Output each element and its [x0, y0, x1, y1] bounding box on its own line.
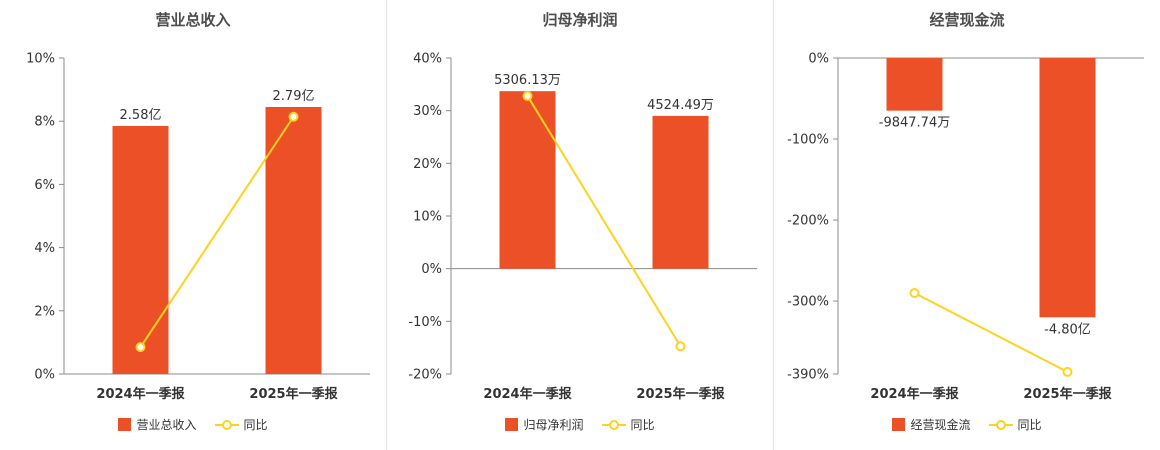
y-tick-label: 4%: [34, 241, 55, 256]
legend-label-net-profit: 归母净利润: [523, 418, 584, 432]
category-label: 2025年一季报: [1023, 386, 1112, 402]
bar: [499, 91, 556, 269]
category-label: 2024年一季报: [96, 386, 185, 402]
bar-value-label: -4.80亿: [1044, 322, 1091, 337]
category-label: 2024年一季报: [483, 386, 572, 402]
net-profit-chart: -20% -10% 0% 10% 20% 30% 40% 5306.13万 4524.49万 20…: [408, 52, 757, 402]
chart-title-net-profit: 归母净利润: [542, 11, 618, 29]
cash-flow-chart: 0% -100% -200% -300% -390% -9847.74万 -4.80亿 202…: [787, 52, 1144, 402]
legend-revenue: 营业总收入 同比: [118, 416, 268, 433]
y-tick-label: 0%: [808, 52, 829, 67]
yoy-point: [288, 111, 299, 122]
yoy-point: [675, 341, 686, 352]
y-tick-label: 2%: [34, 304, 55, 319]
legend-item-cash-flow-yoy[interactable]: 同比: [988, 416, 1042, 433]
yoy-point: [909, 287, 920, 298]
legend-item-revenue-bar[interactable]: 营业总收入: [118, 416, 197, 433]
bar-swatch-icon: [892, 418, 906, 431]
panel-net-profit: 归母净利润 -20% -10% 0% 10% 20% 30% 40% 5306.13万 4524…: [386, 0, 773, 450]
y-tick-label: -200%: [787, 214, 829, 229]
y-tick-label: 0%: [34, 368, 55, 383]
y-tick-label: 8%: [34, 115, 55, 130]
y-tick-label: -100%: [787, 133, 829, 148]
panel-operating-cash-flow: 经营现金流 0% -100% -200% -300% -390% -9847.74万 -4.…: [773, 0, 1160, 450]
panel-total-revenue: 营业总收入 0% 2% 4% 6% 8% 10% 2.58亿 2.79亿 2024年一季报 202…: [0, 0, 386, 450]
y-tick-label: 40%: [413, 52, 442, 67]
yoy-line: [139, 116, 295, 348]
bar: [1039, 58, 1096, 318]
yoy-line: [914, 292, 1068, 373]
bar: [112, 125, 169, 374]
legend-item-net-profit-bar[interactable]: 归母净利润: [505, 416, 584, 433]
y-tick-label: 6%: [34, 178, 55, 193]
legend-net-profit: 归母净利润 同比: [505, 416, 655, 433]
bar: [886, 58, 943, 111]
bar: [652, 115, 709, 269]
bar-value-label: 2.79亿: [273, 89, 315, 104]
chart-title-cash-flow: 经营现金流: [929, 11, 1005, 29]
bar-value-label: -9847.74万: [879, 116, 950, 131]
y-tick-label: -300%: [787, 295, 829, 310]
category-label: 2024年一季报: [870, 386, 959, 402]
y-tick-label: 10%: [413, 210, 442, 225]
bar-value-label: 2.58亿: [120, 108, 162, 123]
bar-value-label: 4524.49万: [647, 98, 714, 113]
line-marker-icon: [601, 419, 626, 430]
yoy-point: [135, 342, 146, 353]
bar: [265, 106, 322, 374]
y-tick-label: -10%: [408, 315, 442, 330]
y-tick-label: 0%: [421, 262, 442, 277]
yoy-line: [526, 95, 682, 347]
bar-value-label: 5306.13万: [494, 73, 561, 88]
legend-label-net-profit-yoy: 同比: [630, 418, 655, 432]
legend-label-cash-flow-yoy: 同比: [1017, 418, 1042, 432]
legend-item-net-profit-yoy[interactable]: 同比: [601, 416, 655, 433]
line-marker-icon: [214, 419, 239, 430]
legend-cash-flow: 经营现金流 同比: [892, 416, 1042, 433]
y-tick-label: -390%: [787, 368, 829, 383]
chart-title-revenue: 营业总收入: [155, 11, 231, 29]
line-marker-icon: [988, 419, 1013, 430]
y-tick-label: 20%: [413, 157, 442, 172]
category-label: 2025年一季报: [249, 386, 338, 402]
legend-label-cash-flow: 经营现金流: [910, 418, 971, 432]
legend-item-cash-flow-bar[interactable]: 经营现金流: [892, 416, 971, 433]
revenue-chart: 0% 2% 4% 6% 8% 10% 2.58亿 2.79亿 2024年一季报 2025年一季报: [26, 52, 370, 402]
yoy-point: [1062, 366, 1073, 377]
bar-swatch-icon: [505, 418, 519, 431]
category-label: 2025年一季报: [636, 386, 725, 402]
legend-label-revenue-yoy: 同比: [243, 418, 268, 432]
legend-item-revenue-yoy[interactable]: 同比: [214, 416, 268, 433]
legend-label-revenue: 营业总收入: [136, 418, 197, 432]
bar-swatch-icon: [118, 418, 132, 431]
y-tick-label: 30%: [413, 104, 442, 119]
y-tick-label: -20%: [408, 368, 442, 383]
y-tick-label: 10%: [26, 52, 55, 67]
yoy-point: [522, 90, 533, 101]
